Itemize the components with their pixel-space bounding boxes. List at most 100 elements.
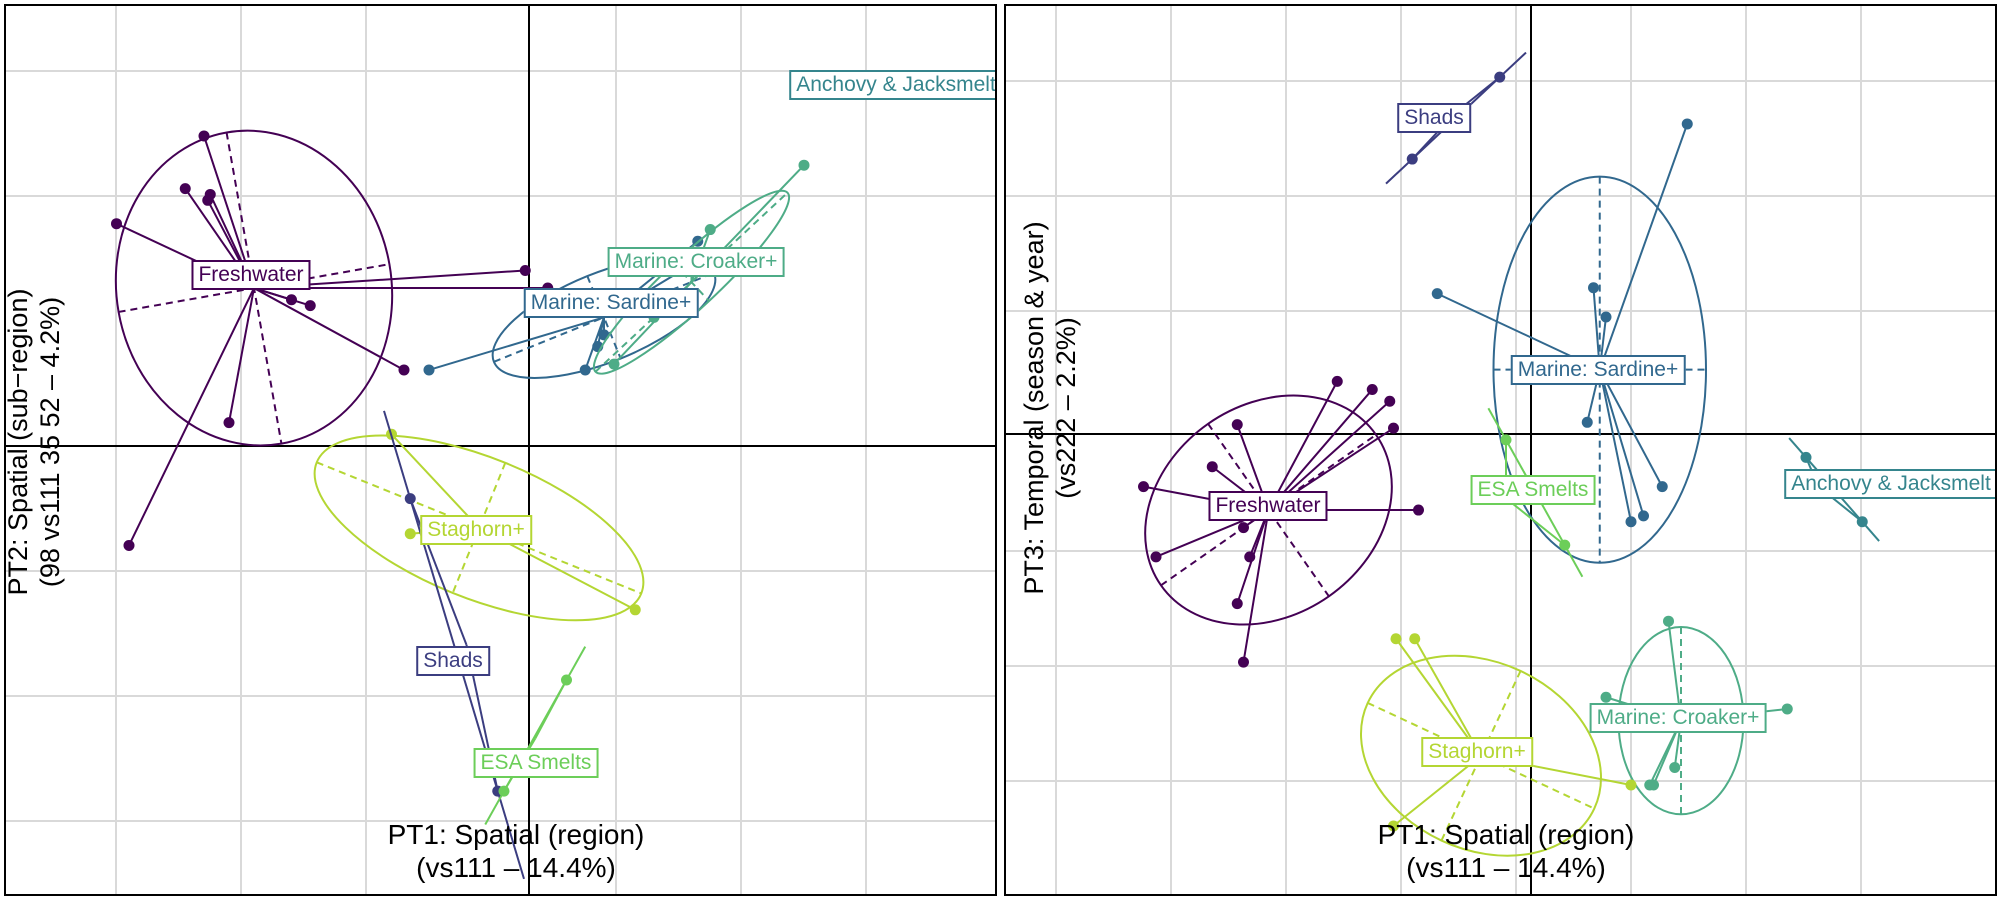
data-point bbox=[1500, 434, 1512, 446]
data-point bbox=[1559, 539, 1571, 551]
data-point bbox=[608, 358, 620, 370]
data-point bbox=[1231, 419, 1243, 431]
spoke-line bbox=[128, 287, 255, 546]
spoke-line bbox=[1505, 497, 1566, 546]
data-point bbox=[286, 294, 297, 306]
plot-panel-pt1-pt2: PT2: Spatial (sub−region) (98 vs111 35 5… bbox=[4, 4, 997, 896]
data-point bbox=[1648, 779, 1659, 791]
y-axis-label: PT3: Temporal (season & year) (vs222 – 2… bbox=[1019, 221, 1081, 595]
x-axis-label: PT1: Spatial (region) (vs111 – 14.4%) bbox=[387, 819, 645, 883]
data-point bbox=[498, 785, 510, 797]
group-axis-line bbox=[484, 646, 587, 825]
data-point bbox=[579, 364, 591, 376]
data-point bbox=[1638, 510, 1649, 522]
data-point bbox=[629, 604, 641, 616]
spoke-line bbox=[228, 287, 255, 423]
data-point bbox=[198, 130, 210, 142]
data-point bbox=[561, 674, 572, 686]
spoke-line bbox=[409, 498, 468, 646]
plot-panel-pt1-pt3: PT3: Temporal (season & year) (vs222 – 2… bbox=[1004, 4, 1997, 896]
group-label-marine-sardine: Marine: Sardine+ bbox=[523, 288, 699, 318]
data-point bbox=[123, 539, 135, 551]
data-point bbox=[398, 364, 410, 376]
spoke-line bbox=[1242, 509, 1270, 663]
data-point bbox=[1231, 598, 1243, 610]
data-point bbox=[1390, 633, 1402, 645]
data-point bbox=[1581, 416, 1593, 428]
ellipse-axis bbox=[1160, 433, 1377, 587]
group-label-esa-smelts: ESA Smelts bbox=[1470, 475, 1596, 505]
group-label-staghorn: Staghorn+ bbox=[1421, 737, 1533, 767]
data-point bbox=[1409, 633, 1421, 645]
spoke-line bbox=[1413, 638, 1482, 757]
spoke-line bbox=[428, 316, 605, 371]
series-marine-sardine bbox=[1431, 118, 1707, 564]
data-point bbox=[1384, 395, 1396, 407]
data-point bbox=[1138, 481, 1149, 493]
data-point bbox=[1238, 656, 1249, 668]
data-point bbox=[1366, 384, 1378, 396]
data-point bbox=[223, 417, 235, 429]
spoke-line bbox=[1598, 369, 1632, 522]
series-freshwater bbox=[111, 129, 554, 551]
data-point bbox=[404, 528, 416, 540]
spoke-line bbox=[253, 287, 405, 371]
data-point bbox=[1150, 551, 1162, 563]
data-point bbox=[1413, 504, 1424, 516]
group-label-marine-croaker: Marine: Croaker+ bbox=[1589, 703, 1767, 733]
data-point bbox=[202, 194, 214, 206]
data-point bbox=[1588, 282, 1599, 294]
data-point bbox=[1331, 375, 1343, 387]
series-shads bbox=[383, 410, 525, 880]
data-point bbox=[111, 218, 122, 230]
data-point bbox=[1206, 461, 1218, 473]
data-point bbox=[304, 300, 316, 312]
data-point bbox=[1625, 516, 1637, 528]
data-point bbox=[1600, 311, 1612, 323]
spoke-line bbox=[253, 287, 292, 301]
data-point bbox=[1800, 451, 1812, 463]
group-label-freshwater: Freshwater bbox=[1208, 491, 1328, 521]
spoke-line bbox=[534, 679, 568, 739]
data-point bbox=[1656, 481, 1668, 493]
group-label-shads: Shads bbox=[1397, 103, 1471, 133]
data-point bbox=[704, 224, 716, 236]
data-point bbox=[1625, 779, 1637, 791]
data-point bbox=[1663, 615, 1674, 627]
spoke-line bbox=[584, 316, 605, 371]
spoke-line bbox=[1395, 638, 1482, 757]
spoke-line bbox=[1598, 369, 1645, 517]
grid bbox=[1006, 6, 1995, 894]
ellipse-axis bbox=[594, 191, 789, 373]
data-point bbox=[1669, 761, 1681, 773]
spoke-line bbox=[1267, 388, 1374, 511]
data-point bbox=[423, 364, 435, 376]
data-point bbox=[1600, 691, 1612, 703]
data-point bbox=[1431, 288, 1443, 300]
data-point bbox=[798, 159, 810, 171]
group-axis-line bbox=[383, 410, 525, 880]
data-point bbox=[1856, 516, 1868, 528]
group-label-anchovy-jacksmelt: Anchovy & Jacksmelt bbox=[789, 70, 995, 100]
series-esa-smelts bbox=[484, 646, 587, 825]
group-label-shads: Shads bbox=[416, 646, 490, 676]
data-point bbox=[1781, 703, 1793, 715]
data-point bbox=[179, 183, 191, 195]
data-point bbox=[1388, 422, 1399, 434]
group-label-esa-smelts: ESA Smelts bbox=[473, 748, 599, 778]
spoke-line bbox=[1598, 123, 1689, 370]
spoke-line bbox=[1267, 380, 1339, 511]
group-label-staghorn: Staghorn+ bbox=[420, 515, 532, 545]
group-label-anchovy-jacksmelt: Anchovy & Jacksmelt bbox=[1784, 469, 1995, 499]
data-point bbox=[1238, 522, 1249, 534]
data-point bbox=[1406, 153, 1418, 165]
spoke-line bbox=[1236, 509, 1270, 604]
group-label-marine-croaker: Marine: Croaker+ bbox=[607, 247, 785, 277]
spoke-line bbox=[1598, 369, 1664, 488]
grid bbox=[6, 6, 995, 894]
ellipse-axis bbox=[493, 271, 715, 363]
spoke-line bbox=[390, 433, 480, 529]
data-point bbox=[404, 493, 416, 505]
spoke-line bbox=[1392, 754, 1482, 827]
group-label-marine-sardine: Marine: Sardine+ bbox=[1510, 355, 1686, 385]
